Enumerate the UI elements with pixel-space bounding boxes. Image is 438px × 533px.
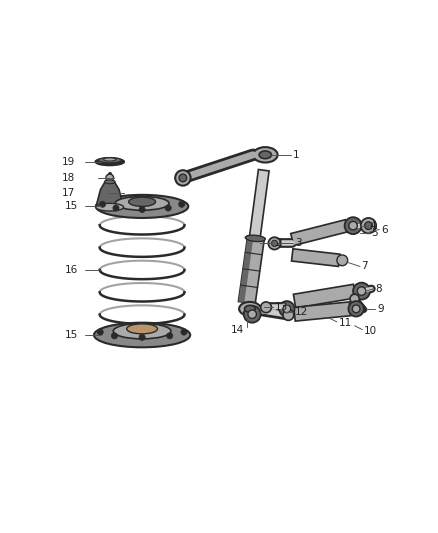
Ellipse shape xyxy=(104,180,115,184)
Ellipse shape xyxy=(253,147,278,163)
Text: 10: 10 xyxy=(364,326,377,336)
Circle shape xyxy=(361,218,376,233)
Polygon shape xyxy=(292,249,340,266)
Ellipse shape xyxy=(96,203,124,211)
Text: 3: 3 xyxy=(295,238,302,248)
Ellipse shape xyxy=(113,324,171,339)
Ellipse shape xyxy=(239,302,261,316)
Polygon shape xyxy=(96,182,124,207)
Ellipse shape xyxy=(259,151,272,159)
Circle shape xyxy=(111,333,117,339)
Circle shape xyxy=(139,206,145,213)
Ellipse shape xyxy=(129,197,155,206)
Circle shape xyxy=(272,240,278,246)
Ellipse shape xyxy=(349,221,357,230)
Circle shape xyxy=(364,222,372,230)
Ellipse shape xyxy=(357,287,366,295)
Ellipse shape xyxy=(279,301,294,317)
Polygon shape xyxy=(293,284,356,308)
Text: 8: 8 xyxy=(375,284,382,294)
Circle shape xyxy=(175,170,191,185)
Ellipse shape xyxy=(352,305,360,313)
Text: 19: 19 xyxy=(62,157,75,167)
Circle shape xyxy=(181,329,187,335)
Text: 2: 2 xyxy=(276,238,282,248)
Ellipse shape xyxy=(245,235,265,241)
Polygon shape xyxy=(249,169,269,240)
Ellipse shape xyxy=(127,324,158,334)
Text: 7: 7 xyxy=(361,262,368,271)
Text: 18: 18 xyxy=(62,173,75,183)
Circle shape xyxy=(337,255,348,265)
Ellipse shape xyxy=(248,310,256,318)
Ellipse shape xyxy=(94,322,190,348)
Text: 5: 5 xyxy=(371,228,378,238)
Text: 9: 9 xyxy=(377,304,384,314)
Circle shape xyxy=(113,205,119,211)
Text: 17: 17 xyxy=(62,188,75,198)
Circle shape xyxy=(97,329,103,335)
Text: 11: 11 xyxy=(339,318,352,328)
Ellipse shape xyxy=(283,305,291,313)
Polygon shape xyxy=(238,236,254,302)
Ellipse shape xyxy=(98,158,121,163)
Ellipse shape xyxy=(345,217,361,234)
Text: 4: 4 xyxy=(369,221,376,231)
Ellipse shape xyxy=(244,305,255,312)
Polygon shape xyxy=(291,220,348,246)
Text: 15: 15 xyxy=(65,201,78,212)
Ellipse shape xyxy=(95,158,124,166)
Circle shape xyxy=(179,201,185,207)
Circle shape xyxy=(268,237,281,249)
Ellipse shape xyxy=(96,195,188,218)
Ellipse shape xyxy=(353,282,370,300)
Polygon shape xyxy=(294,302,351,321)
Text: 12: 12 xyxy=(294,307,308,317)
Text: 16: 16 xyxy=(65,265,78,276)
Circle shape xyxy=(139,334,145,341)
Text: 14: 14 xyxy=(230,325,244,335)
Circle shape xyxy=(99,201,106,207)
Text: 6: 6 xyxy=(381,224,387,235)
Circle shape xyxy=(350,294,359,303)
Circle shape xyxy=(166,333,173,339)
Circle shape xyxy=(179,174,187,182)
Ellipse shape xyxy=(115,196,169,210)
Circle shape xyxy=(283,310,294,320)
Text: 15: 15 xyxy=(65,330,78,340)
Circle shape xyxy=(165,205,171,211)
Circle shape xyxy=(106,174,113,182)
Text: 1: 1 xyxy=(293,150,300,160)
Text: 13: 13 xyxy=(275,302,288,312)
Ellipse shape xyxy=(244,306,261,322)
Circle shape xyxy=(261,302,272,313)
Polygon shape xyxy=(238,236,265,304)
Ellipse shape xyxy=(103,158,116,161)
Ellipse shape xyxy=(349,301,364,317)
